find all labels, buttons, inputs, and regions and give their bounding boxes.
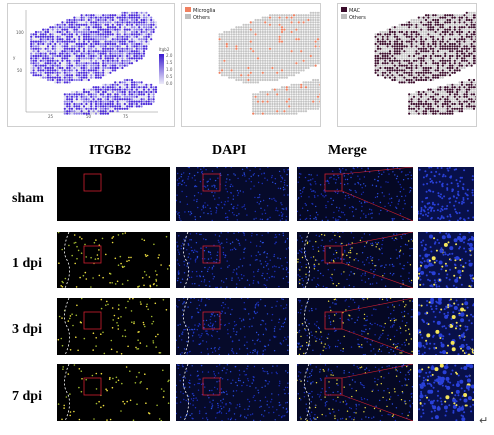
- micrograph-dapi-3: [176, 364, 289, 421]
- lesion-boundary: [183, 298, 189, 355]
- zoom-connector-line: [341, 167, 413, 175]
- roi-box: [83, 311, 102, 330]
- roi-box: [83, 377, 102, 396]
- column-header-dapi: DAPI: [212, 143, 247, 158]
- legend-tick: 0.0: [166, 81, 173, 86]
- spatial-microglia-plot: Microglia Others: [185, 7, 320, 115]
- lesion-boundary: [64, 298, 70, 355]
- micrograph-zoom-1: [418, 232, 474, 288]
- roi-box: [324, 377, 343, 396]
- lesion-boundary: [304, 298, 310, 355]
- zoom-connector-line: [341, 298, 413, 313]
- roi-box: [83, 173, 102, 192]
- lesion-boundary: [183, 364, 189, 421]
- lesion-boundary: [304, 364, 310, 421]
- spatial-microglia-panel: Microglia Others: [181, 3, 321, 127]
- legend-tick: 1.5: [166, 60, 173, 65]
- mac-spots: [374, 11, 476, 115]
- paragraph-return-mark: ↵: [479, 414, 489, 427]
- lesion-boundary: [64, 364, 70, 421]
- spatial-itgb2-plot: y 100 50 25 50 75 Itgb2 2.0 1.5 1.0 0.5 …: [13, 10, 173, 119]
- lesion-boundary: [183, 232, 189, 288]
- micrograph-dapi-2: [176, 298, 289, 355]
- micrograph-zoom-3: [418, 364, 474, 421]
- micrograph-merge-3: [297, 364, 413, 421]
- micrograph-zoom-2: [418, 298, 474, 355]
- x-tick-75: 75: [123, 114, 129, 119]
- y-tick-50: 50: [17, 68, 23, 73]
- zoom-connector-line: [341, 394, 413, 421]
- zoom-connector-line: [341, 364, 413, 379]
- lesion-boundary: [64, 232, 70, 288]
- spatial-mac-plot: MAC Others: [341, 7, 476, 115]
- x-tick-50: 50: [86, 114, 92, 119]
- column-header-itgb2: ITGB2: [89, 143, 132, 158]
- zoom-connector-line: [341, 328, 413, 355]
- row-label-1dpi: 1 dpi: [12, 256, 42, 271]
- y-axis-label: y: [13, 55, 16, 60]
- micrograph-zoom-0: [418, 167, 474, 221]
- roi-box: [324, 245, 343, 264]
- roi-box: [202, 311, 221, 330]
- micrograph-merge-0: [297, 167, 413, 221]
- spatial-mac-panel: MAC Others: [337, 3, 477, 127]
- micrograph-itgb2-1: [57, 232, 170, 288]
- micrograph-dapi-1: [176, 232, 289, 288]
- legend-swatch-others: [185, 14, 191, 19]
- micrograph-itgb2-0: [57, 167, 170, 221]
- row-label-3dpi: 3 dpi: [12, 322, 42, 337]
- zoom-connector-line: [341, 262, 413, 288]
- row-label-7dpi: 7 dpi: [12, 389, 42, 404]
- roi-box: [83, 245, 102, 264]
- legend-swatch-microglia: [185, 7, 191, 12]
- legend-label-others: Others: [349, 15, 366, 21]
- roi-box: [202, 245, 221, 264]
- roi-box: [202, 173, 221, 192]
- legend-swatch-mac: [341, 7, 347, 12]
- legend-label-mac: MAC: [349, 8, 361, 14]
- color-scale-bar: [159, 54, 164, 84]
- legend-tick: 1.0: [166, 67, 173, 72]
- roi-box: [202, 377, 221, 396]
- micrograph-merge-1: [297, 232, 413, 288]
- spatial-itgb2-panel: y 100 50 25 50 75 Itgb2 2.0 1.5 1.0 0.5 …: [7, 3, 175, 127]
- micrograph-itgb2-2: [57, 298, 170, 355]
- legend-tick: 2.0: [166, 53, 173, 58]
- roi-box: [324, 311, 343, 330]
- y-tick-100: 100: [16, 30, 24, 35]
- lesion-boundary: [304, 232, 310, 288]
- legend-label-others: Others: [193, 15, 210, 21]
- roi-box: [324, 173, 343, 192]
- row-label-sham: sham: [12, 191, 44, 206]
- legend-tick: 0.5: [166, 74, 173, 79]
- zoom-connector-line: [341, 190, 413, 221]
- x-tick-25: 25: [48, 114, 54, 119]
- column-header-merge: Merge: [328, 143, 367, 158]
- legend-title: Itgb2: [159, 47, 170, 52]
- legend-label-microglia: Microglia: [193, 8, 215, 14]
- micrograph-dapi-0: [176, 167, 289, 221]
- micrograph-itgb2-3: [57, 364, 170, 421]
- zoom-connector-line: [341, 232, 413, 247]
- micrograph-merge-2: [297, 298, 413, 355]
- itgb2-expression-spots: [30, 11, 158, 115]
- microglia-spots: [218, 11, 320, 115]
- legend-swatch-others: [341, 14, 347, 19]
